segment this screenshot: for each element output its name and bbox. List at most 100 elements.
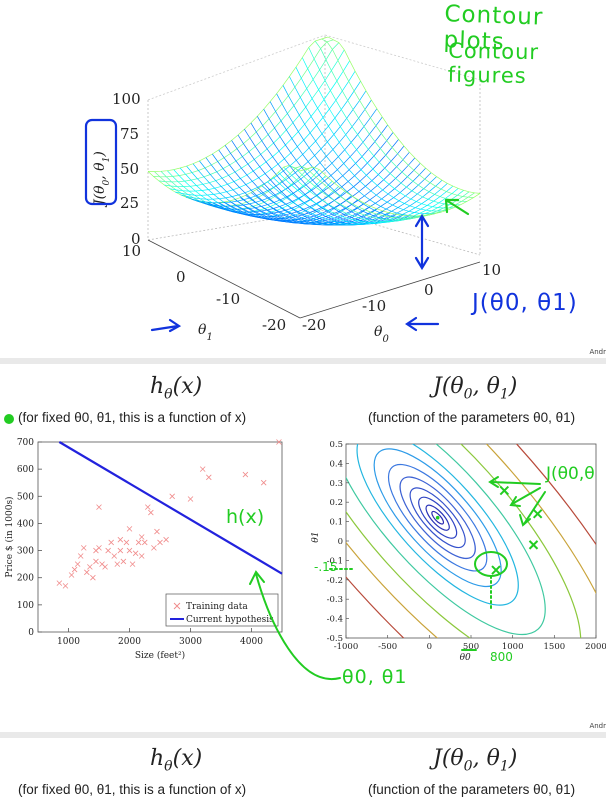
y-tick-label: 600 bbox=[17, 465, 34, 475]
y-tick-label: 400 bbox=[17, 519, 34, 529]
surface-axes-frame bbox=[147, 34, 481, 319]
housing-scatter-chart: 0 100 200 300 400 500 600 700 1000 2000 3000 4000 Si… bbox=[4, 438, 283, 661]
x-tick-label: 2000 bbox=[585, 642, 606, 652]
y-tick-label: 0.5 bbox=[329, 440, 343, 450]
x-tick-label: -1000 bbox=[334, 642, 359, 652]
training-data-point bbox=[84, 569, 90, 576]
training-data-point bbox=[90, 574, 96, 581]
theta1-tick-neg10: -10 bbox=[216, 290, 240, 308]
y-tick-label: 0.2 bbox=[329, 498, 343, 508]
training-data-point bbox=[56, 580, 63, 586]
y-tick-label: 0.4 bbox=[329, 459, 343, 469]
x-tick-label: 0 bbox=[427, 642, 432, 652]
surface-mesh-line bbox=[245, 167, 426, 226]
training-data-point bbox=[62, 583, 69, 589]
green-ink-dot bbox=[4, 414, 14, 424]
annotation-contour-figures: Contour figures bbox=[447, 38, 540, 88]
surface-mesh-line bbox=[321, 38, 474, 198]
theta0-tick-0: 0 bbox=[424, 281, 434, 299]
y-tick-label: 100 bbox=[17, 601, 34, 611]
training-data-point bbox=[132, 550, 139, 557]
theta0-tick-neg20: -20 bbox=[302, 316, 326, 334]
surface-mesh-line bbox=[261, 179, 443, 226]
legend-current-hypothesis: Current hypothesis bbox=[186, 615, 274, 625]
blue-arrow-theta1 bbox=[150, 324, 180, 332]
surface-mesh-line bbox=[327, 36, 481, 194]
training-data-point bbox=[148, 509, 154, 516]
training-data-point bbox=[187, 496, 194, 502]
slide-next-preview: hθ(x) J(θ0, θ1) (for fixed θ0, θ1, this … bbox=[0, 738, 606, 802]
training-data-point bbox=[68, 572, 75, 578]
surface-mesh-line bbox=[294, 165, 475, 219]
surface-mesh-line bbox=[191, 99, 372, 207]
slide-hypothesis-contour: hθ(x) J(θ0, θ1) (for fixed θ0, θ1, this … bbox=[0, 364, 606, 732]
x-tick-label: 500 bbox=[463, 642, 479, 652]
x-tick-label: 1000 bbox=[57, 637, 80, 647]
surface-mesh-line bbox=[295, 67, 448, 212]
right-title-j: J(θ0, θ1) bbox=[433, 746, 518, 775]
surface-mesh-line bbox=[288, 165, 470, 221]
annotation-neg-015: -.15 bbox=[314, 560, 338, 574]
green-and-blue-ink bbox=[84, 118, 470, 333]
surface-axis-ticks: 100 75 50 25 0 10 0 -10 -20 -20 -10 0 10… bbox=[92, 90, 501, 345]
minimum-point bbox=[435, 515, 440, 520]
cost-surface-mesh bbox=[147, 36, 481, 226]
contour-line bbox=[356, 444, 519, 606]
surface-mesh-line bbox=[234, 157, 416, 224]
z-tick-50: 50 bbox=[120, 160, 139, 178]
z-axis-label: J(θ0, θ1) bbox=[92, 151, 112, 208]
left-caption: (for fixed θ0, θ1, this is a function of… bbox=[18, 410, 247, 425]
y-tick-label: 200 bbox=[17, 574, 34, 584]
z-tick-25: 25 bbox=[120, 194, 139, 212]
y-tick-label: -0.3 bbox=[327, 595, 343, 605]
x-axis-label: Size (feet²) bbox=[135, 650, 185, 661]
training-data-point bbox=[93, 558, 99, 565]
left-title-h-theta: hθ(x) bbox=[150, 746, 203, 775]
x-tick-label: 4000 bbox=[240, 637, 263, 647]
training-data-point bbox=[129, 561, 136, 567]
contour-line bbox=[346, 444, 596, 638]
surface-mesh-line bbox=[301, 57, 455, 209]
training-data-point bbox=[77, 553, 84, 559]
training-data-point bbox=[145, 504, 151, 510]
surface-mesh-line bbox=[299, 166, 481, 217]
surface-mesh-line bbox=[314, 40, 468, 202]
annotation-cost-j: J(θ0, θ1) bbox=[472, 290, 578, 316]
legend-training-data: Training data bbox=[186, 602, 248, 612]
training-data-point bbox=[138, 553, 145, 559]
contour-line bbox=[346, 444, 582, 638]
training-data-point bbox=[141, 539, 148, 546]
training-data-point bbox=[123, 539, 130, 546]
y-tick-label: 500 bbox=[17, 492, 34, 502]
training-data-point bbox=[157, 539, 163, 546]
training-data-point bbox=[105, 547, 111, 554]
training-data-point bbox=[80, 545, 87, 551]
y-tick-label: 700 bbox=[17, 438, 34, 448]
surface-mesh-line bbox=[175, 71, 356, 196]
contour-line bbox=[418, 496, 458, 539]
surface-mesh-line bbox=[272, 177, 454, 225]
x-tick-label: 1500 bbox=[544, 642, 566, 652]
training-data-point bbox=[126, 526, 133, 532]
y-tick-label: 0.1 bbox=[329, 518, 343, 528]
contour-line bbox=[431, 510, 445, 525]
x-tick-label: 1000 bbox=[502, 642, 524, 652]
boxed-cost-annotation bbox=[84, 118, 118, 206]
training-data-point bbox=[114, 561, 121, 567]
annotation-theta-pair: θ0, θ1 bbox=[342, 666, 408, 688]
training-data-point bbox=[276, 439, 282, 445]
y-tick-label: 0.3 bbox=[329, 479, 343, 489]
training-data-point bbox=[154, 528, 160, 535]
theta1-axis-label: θ1 bbox=[198, 322, 213, 343]
left-caption: (for fixed θ0, θ1, this is a function of… bbox=[18, 782, 247, 797]
training-data-point bbox=[96, 545, 102, 551]
x-tick-label: 2000 bbox=[118, 637, 141, 647]
z-tick-100: 100 bbox=[112, 90, 141, 108]
contour-line bbox=[373, 448, 502, 588]
surface-mesh-line bbox=[229, 151, 410, 223]
y-tick-label: -0.4 bbox=[327, 615, 343, 625]
training-data-point bbox=[96, 504, 102, 510]
x-tick-label: 3000 bbox=[179, 637, 202, 647]
training-data-point bbox=[163, 536, 169, 543]
training-data-point bbox=[126, 547, 133, 554]
